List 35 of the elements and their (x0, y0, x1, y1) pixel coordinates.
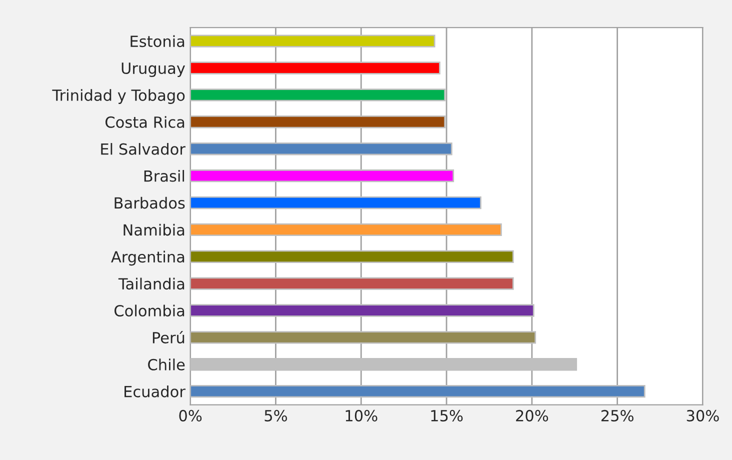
y-tick-label: Costa Rica (106, 116, 184, 128)
y-tick-label: Estonia (130, 35, 184, 48)
bar (190, 331, 536, 344)
y-tick-label: Uruguay (122, 62, 186, 77)
bar (190, 88, 446, 102)
bar (190, 358, 578, 371)
x-tick-label: 20% (516, 410, 548, 422)
bar (190, 304, 534, 317)
y-tick-label: Ecuador (124, 386, 186, 398)
y-tick-label: Chile (148, 358, 185, 370)
y-tick-label: Brasil (144, 170, 184, 182)
y-tick-label: Trinidad y Tobago (52, 89, 185, 104)
y-tick-label: El Salvador (101, 143, 186, 155)
x-tick-label: 25% (601, 410, 634, 422)
bar (190, 277, 514, 290)
x-tick-label: 5% (264, 410, 287, 422)
x-tick-label: 30% (686, 410, 719, 422)
bar (190, 223, 502, 236)
y-tick-label: Tailandia (118, 278, 184, 290)
bar (190, 384, 646, 398)
y-tick-label: Colombia (114, 304, 184, 317)
y-tick-label: Barbados (114, 196, 185, 209)
x-tick-label: 0% (179, 410, 202, 422)
y-tick-label: Argentina (111, 250, 184, 266)
bar (190, 116, 446, 128)
bar (190, 62, 440, 74)
bar (190, 34, 436, 48)
x-tick-label: 10% (346, 410, 378, 422)
y-tick-label: Namibia (124, 224, 184, 236)
bar (190, 142, 452, 156)
bar (190, 169, 454, 182)
y-tick-label: Perú (152, 331, 184, 344)
bar (190, 250, 514, 263)
bar (190, 196, 482, 210)
x-tick-label: 15% (431, 410, 463, 422)
